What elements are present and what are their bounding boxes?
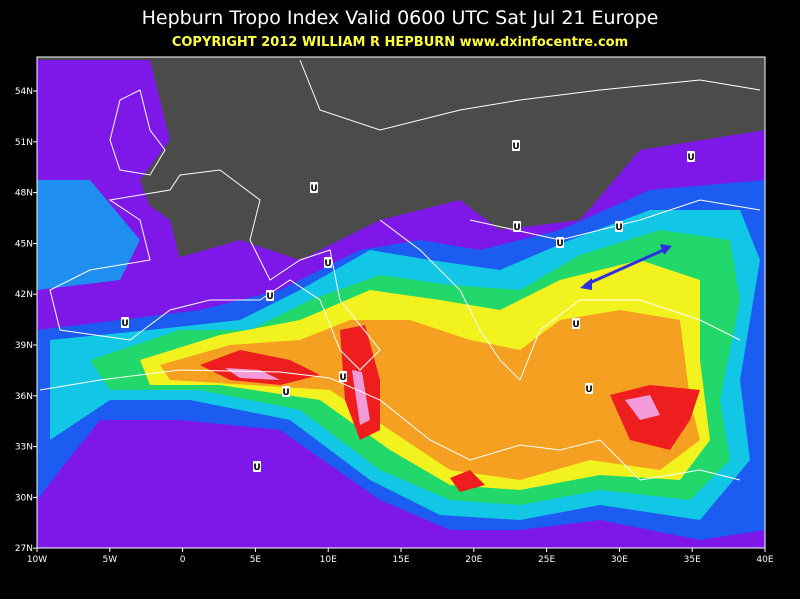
- marker-label: U: [615, 223, 622, 233]
- marker-label: U: [310, 184, 317, 194]
- marker-box: [572, 318, 580, 329]
- marker-box: [266, 290, 274, 301]
- title: Hepburn Tropo Index Valid 0600 UTC Sat J…: [142, 7, 659, 29]
- marker-box: [513, 221, 521, 232]
- lon-label: 25E: [538, 555, 555, 565]
- lat-label: 42N: [15, 290, 33, 300]
- lon-label: 15E: [392, 555, 409, 565]
- arrow: [584, 246, 669, 287]
- marker-label: U: [572, 320, 579, 330]
- marker-label: U: [324, 259, 331, 269]
- index-orange: [160, 310, 700, 480]
- marker-label: U: [266, 292, 273, 302]
- marker-label: U: [585, 385, 592, 395]
- lat-label: 51N: [15, 138, 33, 148]
- marker-label: U: [339, 373, 346, 383]
- lon-label: 10E: [320, 555, 337, 565]
- marker-label: U: [121, 319, 128, 329]
- lon-label: 35E: [684, 555, 701, 565]
- lat-label: 36N: [15, 392, 33, 402]
- index-red: [450, 470, 485, 492]
- marker-box: [121, 317, 129, 328]
- marker-group: U U U U U U U U U U U U U U: [121, 140, 695, 473]
- index-pink: [625, 395, 660, 420]
- index-blue: [37, 180, 140, 290]
- marker-label: U: [282, 388, 289, 398]
- marker-box: [585, 383, 593, 394]
- marker-box: [615, 221, 623, 232]
- marker-label: U: [513, 223, 520, 233]
- lon-label: 5E: [250, 555, 262, 565]
- lon-label: 20E: [465, 555, 482, 565]
- lat-label: 30N: [15, 493, 33, 503]
- lon-label: 40E: [756, 555, 773, 565]
- lat-label: 48N: [15, 189, 33, 199]
- lon-label: 0: [180, 555, 186, 565]
- lat-label: 54N: [15, 87, 33, 97]
- coastlines: [39, 59, 761, 481]
- lat-label: 27N: [15, 544, 33, 554]
- marker-box: [339, 371, 347, 382]
- arrowheads: [580, 244, 672, 290]
- marker-box: [687, 151, 695, 162]
- marker-label: U: [687, 153, 694, 163]
- index-red: [200, 350, 320, 385]
- marker-label: U: [253, 463, 260, 473]
- index-pink: [352, 370, 370, 425]
- lat-label: 45N: [15, 239, 33, 249]
- lon-label: 30E: [611, 555, 628, 565]
- marker-box: [310, 182, 318, 193]
- marker-box: [282, 386, 290, 397]
- subtitle: COPYRIGHT 2012 WILLIAM R HEPBURN www.dxi…: [172, 35, 628, 50]
- marker-box: [324, 257, 332, 268]
- marker-box: [512, 140, 520, 151]
- marker-box: [253, 461, 261, 472]
- map-area: U U U U U U U U U U U U U U: [37, 57, 765, 548]
- lat-label: 39N: [15, 341, 33, 351]
- lon-label: 5W: [102, 555, 117, 565]
- lat-label: 33N: [15, 443, 33, 453]
- marker-label: U: [512, 142, 519, 152]
- lon-label: 10W: [27, 555, 47, 565]
- marker-label: U: [556, 239, 563, 249]
- marker-box: [556, 237, 564, 248]
